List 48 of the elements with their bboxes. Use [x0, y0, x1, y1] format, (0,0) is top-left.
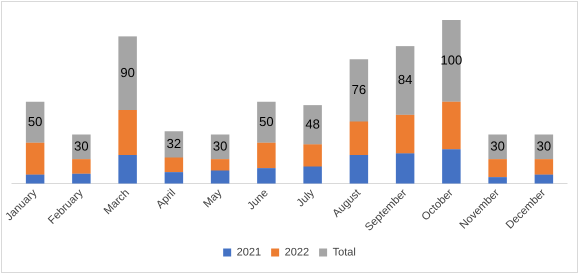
bar [210, 159, 230, 171]
data-label: 50 [28, 114, 42, 129]
bar [350, 154, 368, 184]
bar [442, 102, 461, 150]
data-label: 90 [120, 64, 135, 80]
bar [303, 105, 322, 144]
data-label: 100 [440, 52, 462, 68]
data-label: 30 [212, 138, 228, 154]
x-tick-label: May [201, 186, 225, 210]
data-label: 30 [490, 138, 505, 154]
bar [164, 157, 184, 172]
bar [118, 110, 137, 155]
bar [303, 166, 322, 184]
bar [72, 174, 91, 184]
bar [534, 174, 554, 184]
legend-label: 2022 [284, 246, 310, 259]
data-label: 32 [166, 136, 182, 151]
bar [396, 46, 414, 115]
bar [488, 159, 507, 178]
bar [118, 36, 137, 110]
data-label: 48 [305, 116, 320, 132]
bar [488, 177, 507, 184]
data-label: 84 [398, 72, 412, 88]
bar [26, 174, 44, 184]
bar [442, 20, 461, 102]
data-label: 30 [536, 138, 552, 154]
data-label: 50 [259, 114, 274, 129]
bar [164, 172, 184, 184]
bar [350, 59, 368, 122]
bar [257, 142, 276, 168]
bar [396, 114, 414, 154]
bar [534, 159, 554, 175]
bar [118, 154, 137, 184]
bar [257, 102, 276, 143]
legend-label: 2021 [236, 246, 262, 259]
bar [257, 168, 276, 184]
bar [350, 121, 368, 155]
data-label: 76 [352, 82, 366, 97]
bar [26, 102, 44, 143]
bar [210, 170, 230, 184]
x-tick-label: July [294, 186, 318, 210]
data-label: 30 [74, 138, 89, 154]
bar [396, 153, 414, 184]
bar [303, 144, 322, 166]
bar [26, 142, 44, 175]
bar [442, 149, 461, 184]
bar [72, 159, 91, 174]
legend-label: Total [332, 246, 356, 259]
